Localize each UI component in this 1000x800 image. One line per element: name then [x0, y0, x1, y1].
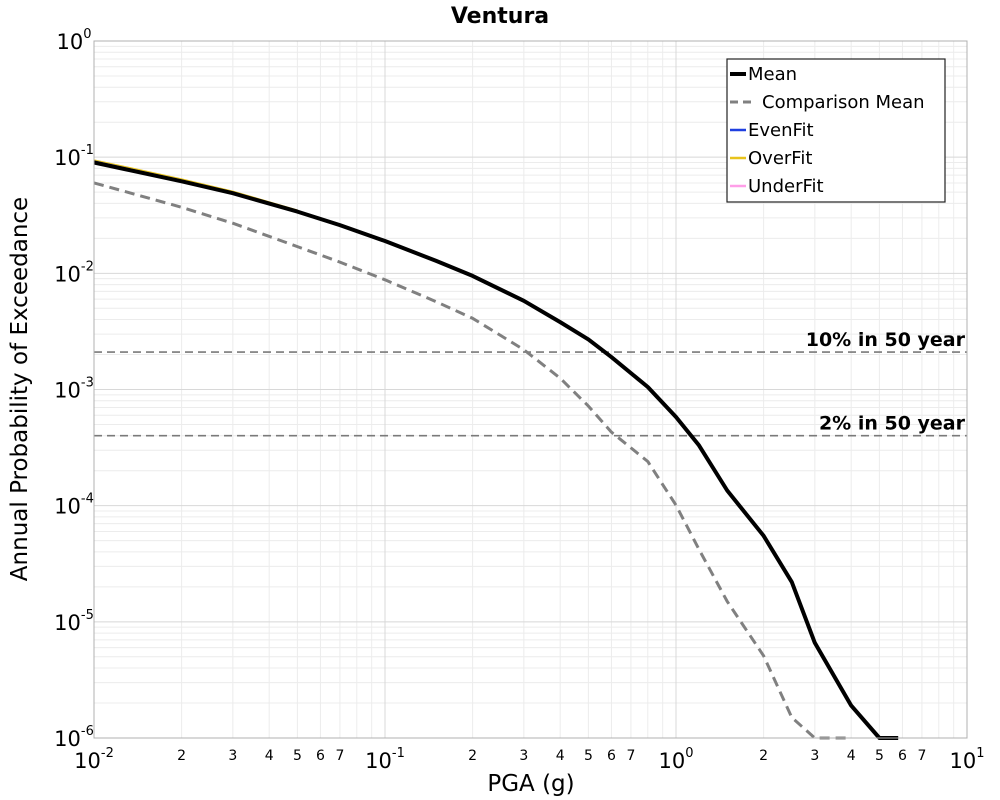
x-minor-tick-label: 5	[293, 748, 302, 764]
y-major-tick-label: 10-6	[54, 724, 94, 751]
legend: Mean Comparison Mean EvenFit OverFit UnderFi…	[726, 58, 946, 203]
x-minor-tick-label: 7	[335, 748, 344, 764]
x-minor-tick-label: 6	[898, 748, 907, 764]
series-line-mean	[93, 160, 899, 740]
y-major-tick-label: 10-3	[54, 376, 94, 403]
reference-line-label: 2% in 50 year	[819, 413, 966, 435]
y-axis-label: Annual Probability of Exceedance	[7, 197, 33, 581]
y-major-tick-label: 100	[56, 27, 91, 54]
x-minor-tick-label: 5	[875, 748, 884, 764]
x-major-tick-label: 10-1	[365, 746, 405, 773]
x-minor-tick-label: 3	[810, 748, 819, 764]
x-minor-tick-label: 3	[228, 748, 237, 764]
chart-title: Ventura	[451, 4, 549, 29]
x-major-tick-label: 100	[658, 746, 693, 773]
x-minor-tick-label: 4	[556, 748, 565, 764]
x-minor-tick-label: 6	[607, 748, 616, 764]
x-minor-tick-label: 4	[265, 748, 274, 764]
y-major-tick-label: 10-1	[54, 143, 94, 170]
x-minor-tick-label: 3	[519, 748, 528, 764]
y-axis-ticks: 100 10-1 10-2 10-3 10-4 10-5 10-6	[54, 27, 94, 751]
x-major-tick-label: 101	[949, 746, 984, 773]
y-major-tick-label: 10-5	[54, 608, 94, 635]
x-minor-tick-label: 7	[626, 748, 635, 764]
x-minor-tick-label: 2	[759, 748, 768, 764]
x-minor-tick-label: 2	[468, 748, 477, 764]
reference-lines: 10% in 50 year 2% in 50 year	[94, 329, 967, 437]
legend-label: EvenFit	[748, 120, 814, 141]
legend-label: UnderFit	[748, 176, 824, 197]
legend-box	[726, 58, 946, 203]
reference-line-label: 10% in 50 year	[806, 329, 966, 351]
legend-label: Mean	[748, 64, 797, 85]
x-major-tick-label: 10-2	[74, 746, 114, 773]
data-series	[93, 159, 899, 740]
legend-label: OverFit	[748, 148, 812, 169]
legend-label: Comparison Mean	[762, 92, 925, 113]
x-minor-tick-label: 5	[584, 748, 593, 764]
x-minor-tick-label: 4	[847, 748, 856, 764]
y-major-tick-label: 10-2	[54, 259, 94, 286]
x-minor-tick-label: 6	[316, 748, 325, 764]
x-axis-label: PGA (g)	[487, 771, 574, 797]
series-line-comparison-mean	[93, 181, 852, 740]
y-major-tick-label: 10-4	[54, 492, 94, 519]
x-minor-tick-label: 7	[917, 748, 926, 764]
x-minor-tick-label: 2	[177, 748, 186, 764]
plot-frame	[93, 40, 968, 739]
